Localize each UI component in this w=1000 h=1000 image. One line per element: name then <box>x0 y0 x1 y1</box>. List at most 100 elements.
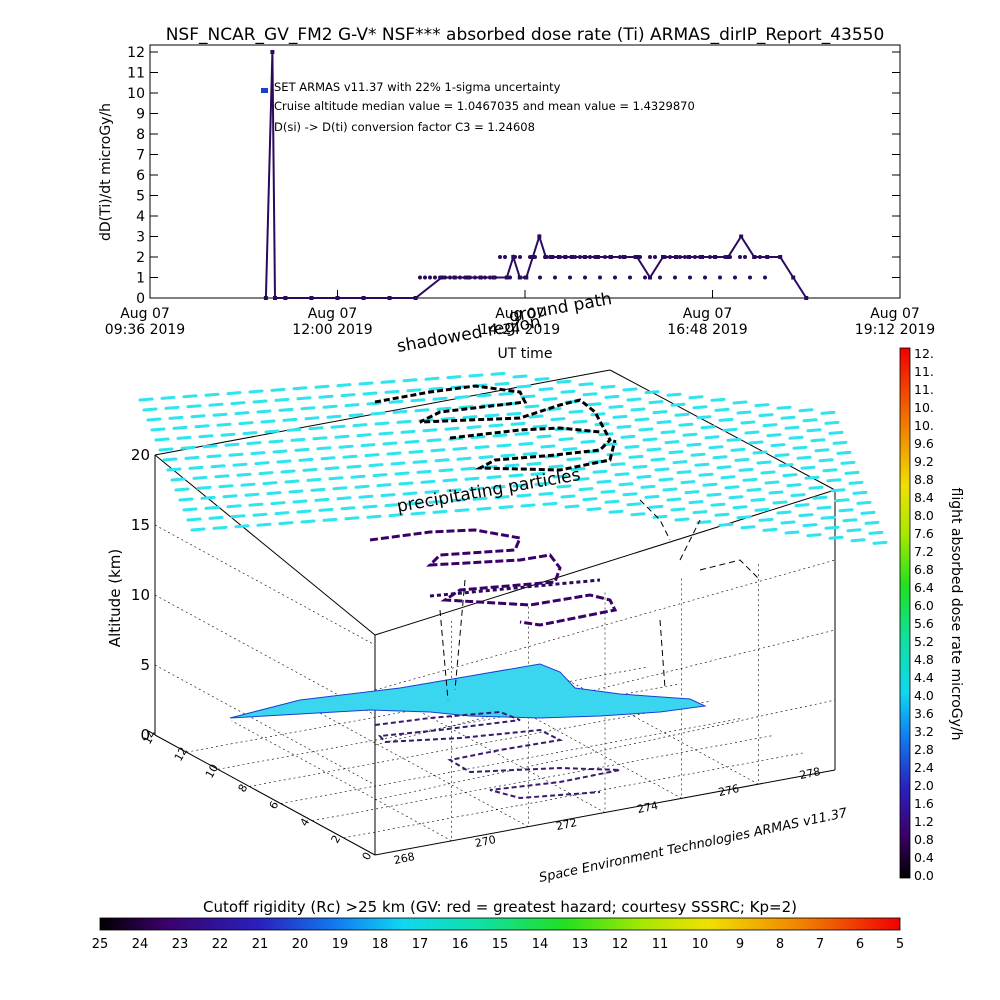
field-dash <box>652 514 668 519</box>
field-dash <box>210 464 226 469</box>
field-dash <box>608 404 624 409</box>
cutoff-rigidity-tick-label: 14 <box>532 937 549 952</box>
field-dash <box>716 465 732 470</box>
field-dash <box>752 450 768 455</box>
field-dash <box>432 509 448 514</box>
timeseries-marker <box>748 275 752 280</box>
field-dash <box>692 405 708 410</box>
field-dash <box>470 435 486 440</box>
field-dash <box>800 465 816 470</box>
field-dash <box>600 489 616 494</box>
annotation-marker <box>261 88 268 93</box>
field-dash <box>762 423 778 428</box>
dose-rate-tick-label: 2.8 <box>914 742 934 757</box>
timeseries-marker <box>523 275 527 280</box>
field-dash <box>522 451 538 456</box>
field-dash <box>540 444 556 449</box>
timeseries-y-tick-label: 1 <box>136 271 145 287</box>
field-dash <box>308 426 324 431</box>
dose-rate-tick-label: 9.6 <box>914 436 934 451</box>
field-dash <box>274 397 290 402</box>
field-dash <box>864 520 880 525</box>
field-dash <box>314 497 330 502</box>
timeseries-marker <box>453 275 457 280</box>
timeseries-marker <box>658 275 662 280</box>
dose-rate-tick-label: 0.8 <box>914 832 934 847</box>
field-dash <box>392 409 408 414</box>
field-dash <box>306 477 322 482</box>
timeseries-marker <box>468 275 472 280</box>
field-dash <box>582 497 598 502</box>
dose-rate-colorbar-gradient <box>899 347 911 879</box>
field-dash <box>180 445 196 450</box>
field-dash <box>362 391 378 396</box>
field-dash <box>410 511 426 516</box>
field-dash <box>346 464 362 469</box>
timeseries-point <box>765 255 770 259</box>
timeseries-point <box>791 275 796 280</box>
field-dash <box>262 481 278 486</box>
field-dash <box>338 444 354 449</box>
field-dash <box>286 427 302 432</box>
field-dash <box>610 462 626 467</box>
timeseries-marker <box>653 255 657 259</box>
field-dash <box>730 447 746 452</box>
field-dash <box>678 422 694 427</box>
timeseries-marker <box>483 275 487 280</box>
field-dash <box>204 392 220 397</box>
timeseries-marker <box>698 255 702 259</box>
timeseries-point <box>569 255 574 259</box>
field-dash <box>754 507 770 512</box>
field-dash <box>468 486 484 491</box>
field-dash <box>226 504 242 509</box>
field-dash <box>708 445 724 450</box>
timeseries-x-tick-label: Aug 07 <box>120 306 170 322</box>
field-dash <box>524 404 540 409</box>
field-dash <box>750 497 766 502</box>
field-dash <box>154 437 170 442</box>
field-dash <box>450 498 466 503</box>
field-dash <box>736 410 752 415</box>
timeseries-marker <box>758 255 762 259</box>
dose-rate-colorbar-label: flight absorbed dose rate microGy/h <box>948 488 964 741</box>
timeseries-marker <box>668 255 672 259</box>
field-dash <box>670 402 686 407</box>
cutoff-rigidity-tick-label: 19 <box>332 937 349 952</box>
field-dash <box>634 417 650 422</box>
dose-rate-tick-label: 1.6 <box>914 796 934 811</box>
timeseries-marker <box>708 255 712 259</box>
field-dash <box>464 476 480 481</box>
field-dash <box>726 437 742 442</box>
field-dash <box>570 467 586 472</box>
field-dash <box>340 506 356 511</box>
field-dash <box>710 502 726 507</box>
timeseries-point <box>361 296 366 300</box>
field-dash <box>810 438 826 443</box>
field-dash <box>834 498 850 503</box>
field-dash <box>248 389 264 394</box>
field-dash <box>780 415 796 420</box>
field-dash <box>344 403 360 408</box>
field-dash <box>182 394 198 399</box>
field-dash <box>648 504 664 509</box>
field-dash <box>168 415 184 420</box>
field-dash <box>488 423 504 428</box>
timeseries-marker <box>588 255 592 259</box>
field-dash <box>692 510 708 515</box>
dose-rate-tick-label: 7.6 <box>914 526 934 541</box>
field-dash <box>656 420 672 425</box>
field-dash <box>234 411 250 416</box>
field-dash <box>664 440 680 445</box>
timeseries-point <box>283 296 288 300</box>
field-dash <box>514 431 530 436</box>
timeseries-marker <box>448 275 452 280</box>
longitude-tick-label: 268 <box>393 850 416 867</box>
timeseries-point <box>263 296 268 300</box>
field-dash <box>238 421 254 426</box>
field-dash <box>376 483 392 488</box>
grid-line <box>154 664 376 786</box>
cutoff-rigidity-colorbar-ticks: 25 24 23 22 21 20 19 18 17 16 15 14 13 12 11 10 9 8 7 6 5 <box>92 937 904 952</box>
field-dash <box>230 514 246 519</box>
timeseries-marker <box>733 275 737 280</box>
dose-rate-tick-label: 6.0 <box>914 598 934 613</box>
